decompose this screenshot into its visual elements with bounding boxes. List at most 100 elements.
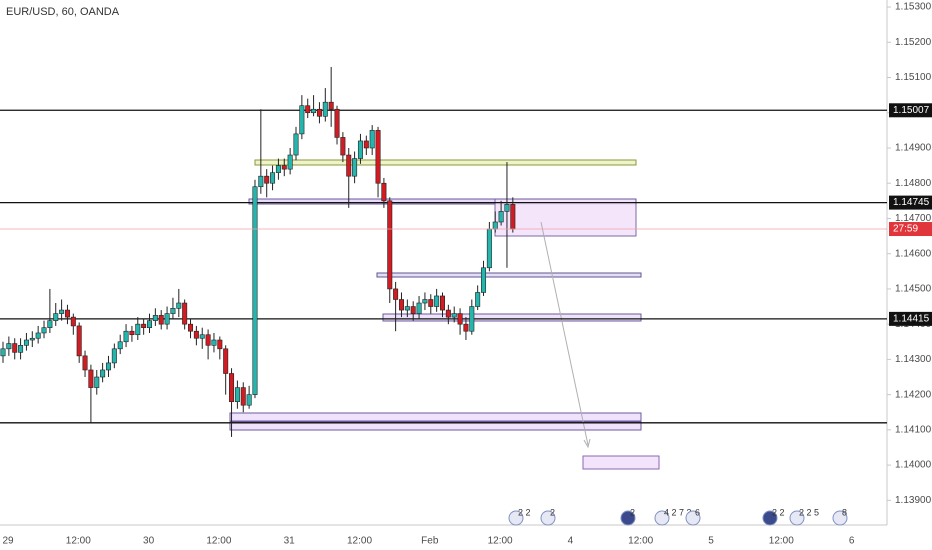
y-tick-label: 1.14900 [895, 143, 932, 154]
level-label-box [889, 195, 932, 210]
candle-body [340, 137, 346, 156]
candle-body [428, 299, 434, 307]
candle-body [475, 292, 481, 307]
candle-body [422, 299, 428, 304]
y-tick-label: 1.15200 [895, 37, 932, 48]
candle-body [504, 204, 510, 212]
candle-body [129, 330, 135, 336]
level-label: 1.15007 [893, 105, 930, 116]
countdown-box [889, 222, 932, 237]
x-tick-label: 5 [708, 536, 714, 547]
y-tick-label: 1.15300 [895, 2, 932, 13]
event-icon [762, 510, 778, 526]
candle-body [252, 186, 258, 395]
candle-body [35, 332, 41, 339]
target-zone [582, 455, 660, 470]
projection-arrow [540, 221, 589, 446]
event-marker: 2 [540, 507, 556, 526]
candle-body [111, 348, 117, 364]
event-count: 2 [630, 507, 635, 517]
y-tick-label: 1.15100 [895, 72, 932, 83]
arrow-head [583, 438, 591, 449]
candle-body [445, 309, 451, 318]
candle-body [158, 315, 164, 325]
event-count: 4 2 7 3 [664, 507, 692, 517]
candle-body [182, 302, 188, 325]
x-tick-label: 29 [2, 536, 14, 547]
candle-body [240, 387, 246, 406]
event-marker: 2 2 [762, 507, 785, 526]
event-count: 2 2 5 [799, 507, 819, 517]
candle-body [0, 348, 6, 357]
candle-body [234, 387, 240, 402]
candle-body [352, 158, 358, 177]
x-tick-label: 12:00 [769, 536, 794, 547]
candle-body [481, 267, 487, 293]
y-tick-label: 1.14200 [895, 389, 932, 400]
event-icon [789, 510, 805, 526]
candle-body [70, 316, 76, 327]
candle-body [82, 355, 88, 371]
candle-body [387, 200, 393, 290]
event-count: 6 [695, 507, 700, 517]
candle-body [305, 105, 311, 114]
candle-body [23, 339, 29, 346]
annotations [229, 159, 660, 470]
candle-body [6, 343, 12, 350]
candle-body [12, 343, 18, 353]
y-tick-label: 1.14600 [895, 248, 932, 259]
candle-body [463, 323, 469, 332]
chart-title: EUR/USD, 60, OANDA [6, 6, 120, 18]
candle-body [76, 325, 82, 357]
x-tick-label: 12:00 [66, 536, 91, 547]
candle-body [229, 373, 235, 402]
candle-body [18, 345, 24, 353]
candle-body [299, 105, 305, 135]
candle-body [170, 308, 176, 314]
candle-body [258, 175, 264, 188]
x-tick-label: 12:00 [347, 536, 372, 547]
event-count: 2 [550, 507, 555, 517]
candle-body [117, 341, 123, 350]
candle-body [47, 320, 53, 328]
candle-body [469, 306, 475, 332]
level-label-box [889, 311, 932, 326]
event-icon [685, 510, 701, 526]
candle-body [176, 302, 182, 309]
candle-body [88, 369, 94, 388]
x-tick-label: 12:00 [488, 536, 513, 547]
event-icon [832, 510, 848, 526]
x-tick-label: 6 [849, 536, 855, 547]
candle-body [381, 182, 387, 202]
y-tick-label: 1.14500 [895, 284, 932, 295]
zone [494, 198, 637, 237]
candle-body [147, 320, 153, 328]
candle-body [316, 108, 322, 117]
event-icon [540, 510, 556, 526]
candle-body [199, 334, 205, 339]
y-tick-label: 1.14000 [895, 460, 932, 471]
x-tick-label: 12:00 [628, 536, 653, 547]
candle-body [498, 211, 504, 223]
event-count: 2 2 [518, 507, 531, 517]
y-tick-label: 1.14300 [895, 354, 932, 365]
candle-body [410, 306, 416, 314]
zone [376, 272, 642, 278]
candle-body [369, 130, 375, 149]
x-tick-label: 4 [568, 536, 574, 547]
candle-body [486, 228, 492, 269]
candle-body [246, 394, 252, 406]
candle-body [404, 306, 410, 311]
candle-body [275, 165, 281, 173]
candle-body [328, 101, 334, 110]
candle-body [264, 175, 270, 184]
candle-body [434, 295, 440, 307]
event-icon [620, 510, 636, 526]
candle-body [457, 313, 463, 325]
event-icon [508, 510, 524, 526]
y-tick-label: 1.14700 [895, 213, 932, 224]
candle-body [492, 221, 498, 230]
candle-body [393, 288, 399, 300]
x-tick-label: 31 [284, 536, 296, 547]
